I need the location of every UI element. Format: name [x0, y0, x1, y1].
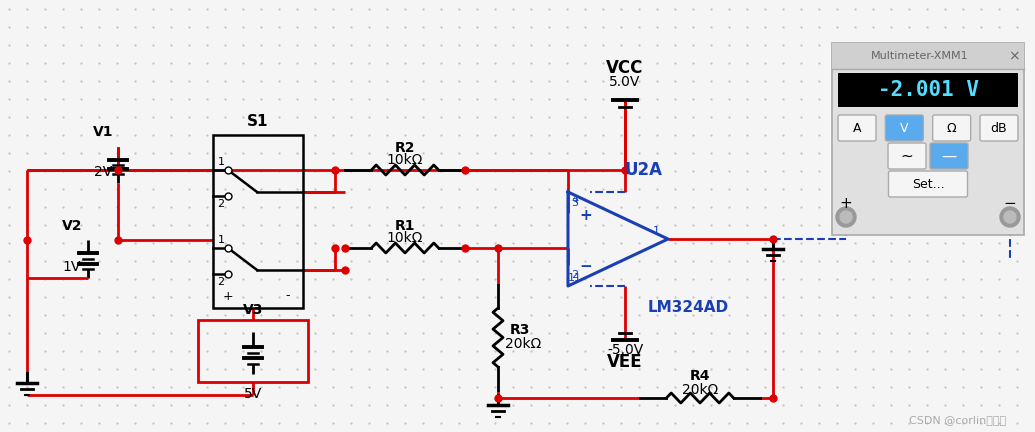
Text: —: — — [942, 149, 956, 163]
Text: 2: 2 — [217, 199, 225, 209]
Text: 5.0V: 5.0V — [610, 75, 641, 89]
Text: 1: 1 — [217, 157, 225, 167]
FancyBboxPatch shape — [930, 143, 968, 169]
FancyBboxPatch shape — [888, 143, 926, 169]
Text: 2: 2 — [217, 277, 225, 287]
Text: 10kΩ: 10kΩ — [387, 153, 423, 167]
Text: 4: 4 — [571, 195, 579, 205]
Text: 3: 3 — [571, 198, 579, 208]
Text: Multimeter-XMM1: Multimeter-XMM1 — [871, 51, 969, 61]
Text: 1: 1 — [217, 235, 225, 245]
FancyBboxPatch shape — [888, 171, 968, 197]
Circle shape — [1000, 207, 1021, 227]
Text: -2.001 V: -2.001 V — [878, 80, 978, 100]
Text: +: + — [839, 196, 853, 210]
Text: Ω: Ω — [947, 121, 956, 134]
Text: CSDN @corlin工作室: CSDN @corlin工作室 — [910, 415, 1007, 425]
FancyBboxPatch shape — [838, 115, 876, 141]
Text: A: A — [853, 121, 861, 134]
Text: Set...: Set... — [912, 178, 944, 191]
Circle shape — [840, 211, 852, 223]
Bar — [198, 320, 308, 382]
Text: +: + — [223, 289, 233, 302]
Text: 20kΩ: 20kΩ — [505, 337, 541, 350]
Text: −: − — [580, 259, 592, 274]
Text: dB: dB — [990, 121, 1007, 134]
Bar — [838, 73, 1018, 107]
Text: U2A: U2A — [624, 161, 662, 179]
Text: 1V: 1V — [63, 260, 81, 274]
Text: S1: S1 — [247, 114, 269, 130]
Text: +: + — [580, 208, 592, 222]
Text: -5.0V: -5.0V — [607, 343, 643, 357]
Circle shape — [1004, 211, 1016, 223]
Text: 11: 11 — [568, 273, 582, 283]
FancyBboxPatch shape — [933, 115, 971, 141]
Text: 2: 2 — [571, 270, 579, 280]
Text: -: - — [286, 289, 290, 302]
Text: 20kΩ: 20kΩ — [682, 383, 718, 397]
Text: 1: 1 — [652, 226, 659, 236]
FancyBboxPatch shape — [980, 115, 1018, 141]
FancyBboxPatch shape — [885, 115, 923, 141]
Text: VEE: VEE — [608, 353, 643, 371]
Bar — [213, 135, 303, 308]
Bar — [832, 43, 1024, 69]
Text: V: V — [900, 121, 909, 134]
Bar — [832, 43, 1024, 235]
Text: V3: V3 — [243, 303, 263, 317]
Text: ∼: ∼ — [900, 149, 913, 163]
Text: V1: V1 — [93, 125, 113, 139]
Text: R1: R1 — [394, 219, 415, 233]
Text: ×: × — [1008, 49, 1019, 63]
Text: R2: R2 — [394, 141, 415, 155]
Circle shape — [836, 207, 856, 227]
Text: R3: R3 — [510, 323, 530, 337]
Text: −: − — [1004, 196, 1016, 210]
Text: 10kΩ: 10kΩ — [387, 231, 423, 245]
Text: V2: V2 — [62, 219, 82, 233]
Text: VCC: VCC — [607, 59, 644, 77]
Text: LM324AD: LM324AD — [648, 301, 729, 315]
Text: 2V: 2V — [94, 165, 112, 179]
Text: 5V: 5V — [244, 387, 262, 401]
Text: R4: R4 — [689, 369, 710, 383]
